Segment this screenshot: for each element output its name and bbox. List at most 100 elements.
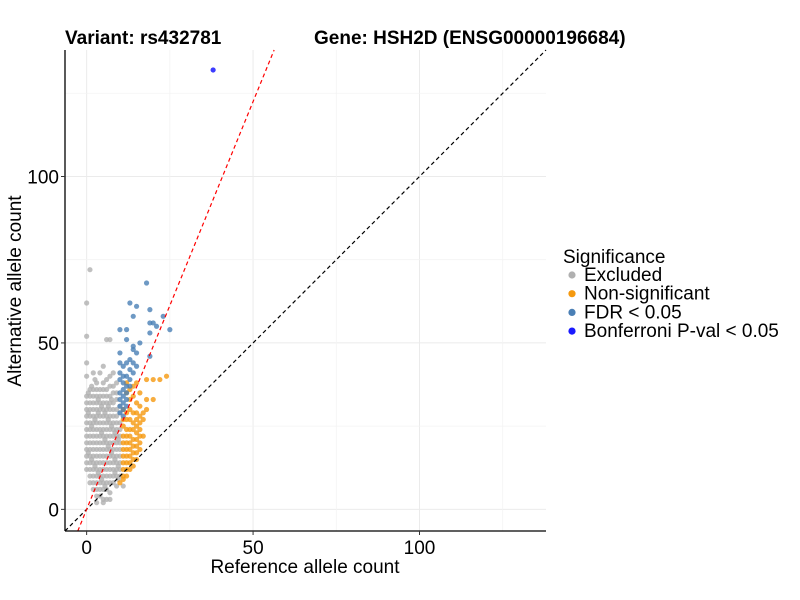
data-point <box>89 423 95 429</box>
data-point <box>107 490 113 496</box>
legend-entry: FDR < 0.05 <box>568 302 682 323</box>
y-axis-ticks: 0 50 100 <box>27 167 65 521</box>
data-point <box>130 370 136 376</box>
legend-key-dot <box>568 290 576 298</box>
data-point <box>137 440 143 446</box>
data-point <box>112 456 118 463</box>
data-point <box>120 413 126 419</box>
data-point <box>117 370 123 376</box>
data-point <box>117 376 123 383</box>
data-points <box>84 67 216 506</box>
data-point <box>109 396 115 403</box>
data-point <box>123 390 130 396</box>
data-point <box>112 470 118 476</box>
data-point <box>123 327 130 333</box>
data-point <box>140 416 146 423</box>
data-point <box>100 380 106 386</box>
x-tick-label: 0 <box>81 538 92 559</box>
data-point <box>117 390 123 396</box>
data-point <box>120 400 126 406</box>
data-point <box>137 413 143 419</box>
data-point <box>127 376 133 383</box>
data-point <box>120 373 126 379</box>
data-point <box>107 373 113 379</box>
legend-entry: Bonferroni P-val < 0.05 <box>568 321 779 342</box>
data-point <box>133 436 140 443</box>
data-point <box>133 443 140 449</box>
series-fdr-0-05 <box>117 280 173 419</box>
data-point <box>120 393 126 399</box>
data-point <box>90 370 96 376</box>
data-point <box>115 463 121 469</box>
data-point <box>147 353 153 359</box>
data-point <box>150 376 156 383</box>
data-point <box>127 466 133 473</box>
x-tick-label: 100 <box>404 538 436 559</box>
y-tick-label: 100 <box>27 167 59 188</box>
legend-key-dot <box>568 327 576 335</box>
data-point <box>143 376 150 383</box>
data-point <box>115 436 121 443</box>
data-point <box>102 483 108 489</box>
reference-lines <box>64 49 547 532</box>
data-point <box>107 496 113 502</box>
data-point <box>133 380 140 386</box>
data-point <box>117 480 123 486</box>
data-point <box>167 327 173 333</box>
data-point <box>84 360 90 366</box>
data-point <box>130 420 136 426</box>
data-point <box>140 410 146 416</box>
data-point <box>137 390 143 396</box>
data-point <box>95 410 101 416</box>
data-point <box>117 410 123 416</box>
data-point <box>127 383 133 389</box>
data-point <box>143 280 150 286</box>
data-point <box>130 313 136 319</box>
data-point <box>87 267 93 273</box>
data-point <box>127 433 133 439</box>
series-bonferroni-p-val-0-05 <box>210 67 216 73</box>
data-point <box>89 456 95 463</box>
data-point <box>133 303 140 309</box>
plot-panel: 0 50 100 0 50 100 <box>27 49 547 559</box>
data-point <box>153 323 160 329</box>
grid-lines <box>65 50 546 531</box>
data-point <box>130 360 136 366</box>
data-point <box>85 450 91 456</box>
data-point <box>100 500 106 506</box>
data-point <box>143 396 150 403</box>
data-point <box>127 366 133 373</box>
data-point <box>133 350 140 356</box>
legend-label: FDR < 0.05 <box>584 302 682 323</box>
data-point <box>95 470 101 476</box>
data-point <box>105 403 111 409</box>
data-point <box>120 380 126 386</box>
data-point <box>99 430 105 436</box>
reference-line-identity <box>64 49 547 532</box>
data-point <box>120 423 126 429</box>
data-point <box>143 406 150 413</box>
legend-key-dot <box>568 271 576 279</box>
legend-entry: Non-significant <box>568 284 710 305</box>
data-point <box>137 426 143 433</box>
data-point <box>92 376 98 383</box>
data-point <box>147 307 153 313</box>
legend-label: Non-significant <box>584 284 710 305</box>
x-axis-ticks: 0 50 100 <box>81 531 435 559</box>
data-point <box>117 350 123 356</box>
data-point <box>123 360 130 366</box>
data-point <box>95 396 101 403</box>
data-point <box>127 440 133 446</box>
data-point <box>130 393 136 399</box>
data-point <box>133 416 140 423</box>
data-point <box>84 373 90 379</box>
data-point <box>127 300 133 306</box>
data-point <box>84 333 90 339</box>
data-point <box>163 373 170 379</box>
data-point <box>85 410 91 416</box>
data-point <box>127 356 133 363</box>
data-point <box>137 340 143 346</box>
data-point <box>133 450 140 456</box>
data-point <box>99 476 105 483</box>
data-point <box>104 376 110 383</box>
